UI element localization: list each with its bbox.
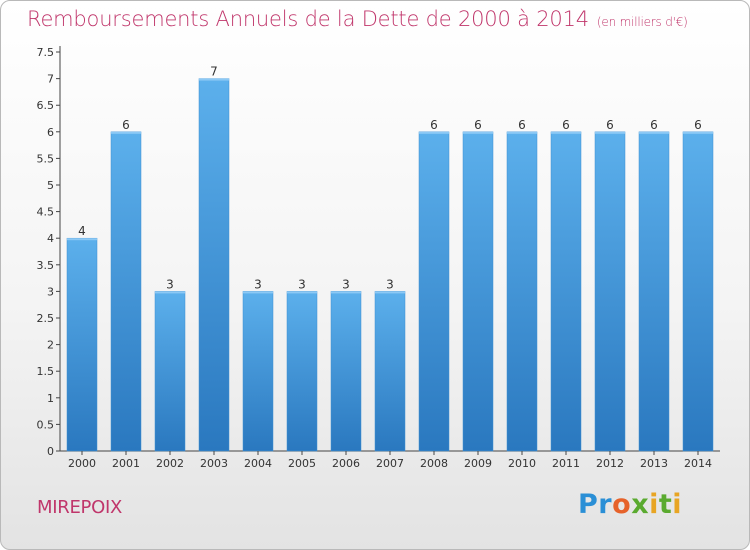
bar — [374, 291, 406, 452]
y-tick-label: 2 — [47, 339, 54, 352]
x-tick-label: 2003 — [200, 457, 228, 470]
bar — [638, 131, 670, 452]
bar — [682, 131, 714, 452]
bar-value-label: 6 — [122, 118, 130, 132]
y-tick-label: 4.5 — [37, 206, 55, 219]
y-tick-label: 5 — [47, 179, 54, 192]
bar-highlight — [111, 131, 141, 134]
bar-value-label: 3 — [298, 277, 306, 291]
x-tick-label: 2000 — [68, 457, 96, 470]
bar-value-label: 3 — [386, 277, 394, 291]
x-tick-label: 2004 — [244, 457, 272, 470]
bar — [506, 131, 538, 452]
bar — [154, 291, 186, 452]
bar-value-label: 6 — [694, 118, 702, 132]
bar-highlight — [375, 291, 405, 294]
bar-highlight — [507, 131, 537, 134]
y-tick-label: 3.5 — [37, 259, 55, 272]
x-tick-label: 2001 — [112, 457, 140, 470]
bar-highlight — [639, 131, 669, 134]
bar — [462, 131, 494, 452]
bar-highlight — [67, 238, 97, 241]
x-tick-label: 2014 — [684, 457, 712, 470]
bar — [330, 291, 362, 452]
y-tick-label: 1.5 — [37, 365, 55, 378]
bar-highlight — [331, 291, 361, 294]
bar-value-label: 3 — [254, 277, 262, 291]
bar-highlight — [155, 291, 185, 294]
x-tick-label: 2011 — [552, 457, 580, 470]
x-tick-label: 2012 — [596, 457, 624, 470]
bar-highlight — [683, 131, 713, 134]
chart-unit-note: (en milliers d'€) — [596, 15, 688, 29]
bar-highlight — [595, 131, 625, 134]
chart-title-text: Remboursements Annuels de la Dette de 20… — [27, 7, 589, 31]
chart-title: Remboursements Annuels de la Dette de 20… — [27, 7, 688, 31]
bar-highlight — [419, 131, 449, 134]
bar-value-label: 4 — [78, 224, 86, 238]
y-tick-label: 6 — [47, 126, 54, 139]
bar-value-label: 6 — [518, 118, 526, 132]
x-tick-label: 2010 — [508, 457, 536, 470]
y-tick-label: 1 — [47, 392, 54, 405]
bar — [66, 237, 98, 452]
x-tick-label: 2009 — [464, 457, 492, 470]
bar — [594, 131, 626, 452]
bar-highlight — [551, 131, 581, 134]
y-tick-label: 0 — [47, 445, 54, 458]
bar-value-label: 3 — [342, 277, 350, 291]
y-tick-label: 2.5 — [37, 312, 55, 325]
bar — [286, 291, 318, 452]
y-tick-label: 3 — [47, 285, 54, 298]
x-tick-label: 2006 — [332, 457, 360, 470]
bar-highlight — [463, 131, 493, 134]
bar — [198, 78, 230, 452]
commune-name: MIREPOIX — [37, 497, 122, 518]
bar-highlight — [243, 291, 273, 294]
y-tick-label: 4 — [47, 232, 54, 245]
x-tick-label: 2005 — [288, 457, 316, 470]
y-tick-label: 6.5 — [37, 99, 55, 112]
bar-value-label: 6 — [650, 118, 658, 132]
bar — [418, 131, 450, 452]
y-tick-label: 0.5 — [37, 418, 55, 431]
x-tick-label: 2013 — [640, 457, 668, 470]
y-tick-label: 7 — [47, 73, 54, 86]
bar — [550, 131, 582, 452]
y-tick-label: 5.5 — [37, 152, 55, 165]
y-tick-label: 7.5 — [37, 46, 55, 59]
bar-highlight — [199, 78, 229, 81]
bar-value-label: 7 — [210, 65, 218, 79]
bar — [110, 131, 142, 452]
bar-value-label: 3 — [166, 277, 174, 291]
bar-value-label: 6 — [562, 118, 570, 132]
x-tick-label: 2007 — [376, 457, 404, 470]
bar-value-label: 6 — [474, 118, 482, 132]
bar — [242, 291, 274, 452]
x-tick-label: 2008 — [420, 457, 448, 470]
bar-value-label: 6 — [430, 118, 438, 132]
x-tick-label: 2002 — [156, 457, 184, 470]
bar-value-label: 6 — [606, 118, 614, 132]
proxiti-logo: Proxiti — [578, 489, 683, 520]
bar-highlight — [287, 291, 317, 294]
